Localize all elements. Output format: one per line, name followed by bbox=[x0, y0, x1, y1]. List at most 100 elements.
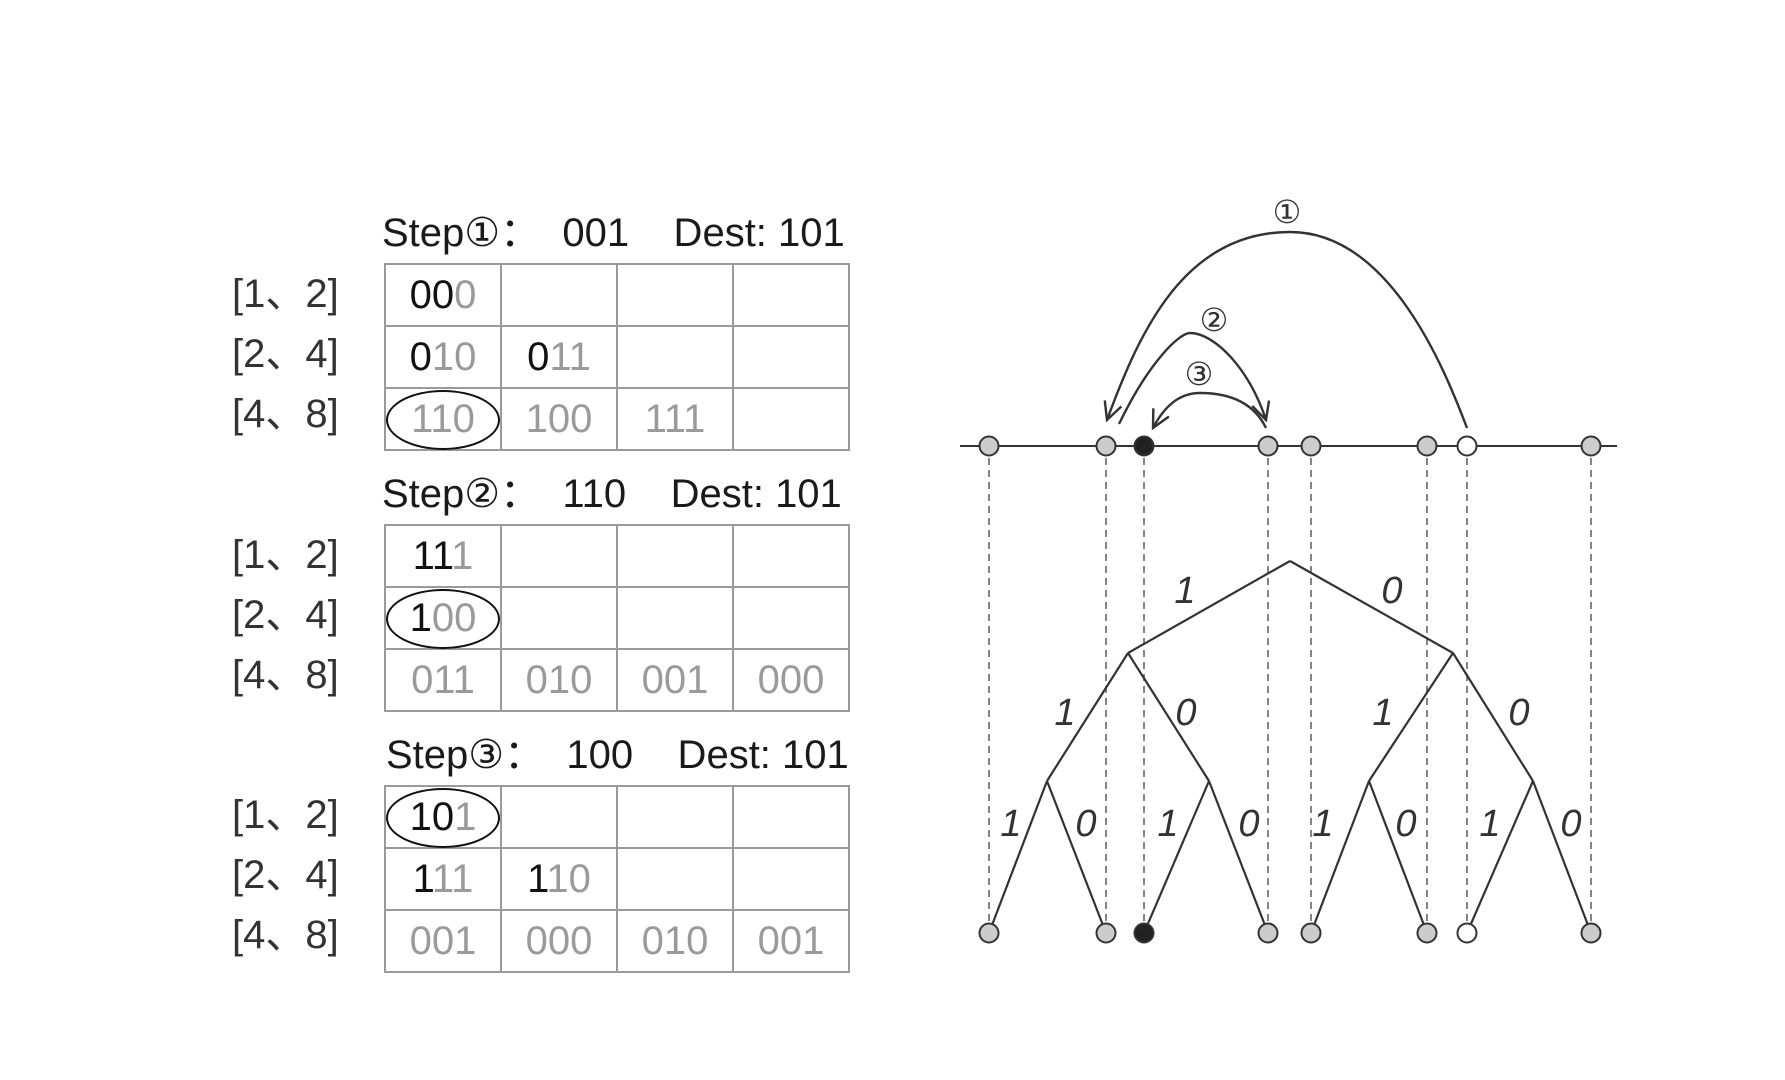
ring-node bbox=[1300, 435, 1322, 457]
cell-remaining-bits: 10 bbox=[546, 856, 591, 901]
cell-known-bits: 11 bbox=[412, 533, 452, 578]
tree-edge bbox=[1127, 652, 1210, 782]
tree-edge bbox=[1368, 652, 1454, 782]
table-cell bbox=[616, 847, 734, 911]
step2-row-label: [4、8] bbox=[232, 653, 339, 697]
hop-arc-3 bbox=[1153, 391, 1268, 428]
table-cell: 000 bbox=[500, 909, 618, 973]
step3-row-label: [4、8] bbox=[232, 913, 339, 957]
table-row: 111 110 bbox=[384, 847, 850, 911]
cell-known-bits: 1 bbox=[412, 856, 432, 901]
table-cell bbox=[500, 586, 618, 650]
cell-remaining-bits: 000 bbox=[757, 657, 825, 702]
leaf-node bbox=[1580, 922, 1602, 944]
table-cell bbox=[500, 524, 618, 588]
tree-edge bbox=[1207, 780, 1270, 934]
table-row: 111 bbox=[384, 524, 850, 588]
table-cell: 101 bbox=[384, 785, 502, 849]
table-cell: 010 bbox=[500, 648, 618, 712]
table-row: 100 bbox=[384, 586, 850, 650]
step1-row-label: [1、2] bbox=[232, 272, 339, 316]
tree-edge bbox=[1127, 560, 1291, 654]
table-cell bbox=[732, 586, 850, 650]
ring-node bbox=[1456, 435, 1478, 457]
table-row: 110 100 111 bbox=[384, 387, 850, 451]
ring-node bbox=[1580, 435, 1602, 457]
tree-edge bbox=[1452, 652, 1534, 782]
edge-label: 1 bbox=[1479, 803, 1500, 845]
cell-remaining-bits: 11 bbox=[549, 334, 591, 379]
table-cell: 000 bbox=[384, 263, 502, 327]
step3-table: 101 111 110 001 000 010 001 bbox=[384, 785, 850, 973]
cell-known-bits: 0 bbox=[409, 334, 432, 379]
edge-label: 1 bbox=[1174, 570, 1195, 612]
table-cell bbox=[732, 847, 850, 911]
ring-node bbox=[1416, 435, 1438, 457]
cell-known-bits: 1 bbox=[527, 856, 547, 901]
table-cell: 111 bbox=[384, 847, 502, 911]
leaf-node bbox=[978, 922, 1000, 944]
hop-label: ③ bbox=[1185, 356, 1214, 392]
table-row: 010 011 bbox=[384, 325, 850, 389]
step1-row-label: [4、8] bbox=[232, 392, 339, 436]
edge-label: 0 bbox=[1508, 692, 1529, 734]
cell-remaining-bits: 011 bbox=[411, 657, 475, 702]
cell-remaining-bits: 001 bbox=[641, 657, 709, 702]
table-cell: 110 bbox=[384, 387, 502, 451]
table-cell bbox=[732, 785, 850, 849]
cell-remaining-bits: 100 bbox=[525, 396, 593, 441]
table-cell bbox=[500, 785, 618, 849]
cell-remaining-bits: 10 bbox=[431, 334, 477, 379]
tree-edge bbox=[1465, 780, 1535, 934]
edge-label: 1 bbox=[1157, 803, 1178, 845]
table-cell bbox=[616, 325, 734, 389]
table-cell: 111 bbox=[616, 387, 734, 451]
step1-table: 000 010 011 110 100 111 bbox=[384, 263, 850, 451]
table-cell bbox=[616, 586, 734, 650]
step3-title: Step③： 100 Dest: 101 bbox=[386, 733, 849, 777]
step1-title: Step①： 001 Dest: 101 bbox=[382, 211, 845, 255]
table-cell: 001 bbox=[384, 909, 502, 973]
table-row: 001 000 010 001 bbox=[384, 909, 850, 973]
step2-row-label: [1、2] bbox=[232, 533, 339, 577]
cell-remaining-bits: 000 bbox=[525, 918, 593, 963]
edge-label: 0 bbox=[1560, 803, 1581, 845]
leaf-node bbox=[1095, 922, 1117, 944]
cell-remaining-bits: 0 bbox=[454, 272, 477, 317]
hop-label: ② bbox=[1200, 302, 1229, 338]
edge-label: 1 bbox=[1000, 803, 1021, 845]
table-cell bbox=[732, 387, 850, 451]
edge-label: 0 bbox=[1075, 803, 1096, 845]
table-cell bbox=[732, 325, 850, 389]
cell-remaining-bits: 001 bbox=[757, 918, 825, 963]
table-cell bbox=[616, 785, 734, 849]
tree-edge bbox=[1289, 560, 1454, 654]
hop-arc-2 bbox=[1117, 331, 1266, 425]
table-cell bbox=[732, 524, 850, 588]
hop-label: ① bbox=[1273, 194, 1302, 230]
step1-row-label: [2、4] bbox=[232, 332, 339, 376]
table-cell: 001 bbox=[732, 909, 850, 973]
edge-label: 0 bbox=[1381, 570, 1402, 612]
table-cell: 100 bbox=[384, 586, 502, 650]
cell-remaining-bits: 001 bbox=[409, 918, 477, 963]
ring-node bbox=[1257, 435, 1279, 457]
leaf-node bbox=[1456, 922, 1478, 944]
step3-row-label: [2、4] bbox=[232, 853, 339, 897]
table-cell: 111 bbox=[384, 524, 502, 588]
table-cell: 011 bbox=[384, 648, 502, 712]
tree-edge bbox=[1046, 652, 1129, 782]
cell-remaining-bits: 1 bbox=[451, 533, 474, 578]
tree-edge bbox=[1142, 780, 1211, 934]
cell-remaining-bits: 010 bbox=[641, 918, 709, 963]
step2-table: 111 100 011 010 001 000 bbox=[384, 524, 850, 712]
edge-label: 1 bbox=[1312, 803, 1333, 845]
table-row: 011 010 001 000 bbox=[384, 648, 850, 712]
leaf-node bbox=[1300, 922, 1322, 944]
hop-arc-1 bbox=[1107, 230, 1469, 429]
ring-node bbox=[1133, 435, 1155, 457]
table-cell: 100 bbox=[500, 387, 618, 451]
table-cell: 000 bbox=[732, 648, 850, 712]
ring-node bbox=[1095, 435, 1117, 457]
